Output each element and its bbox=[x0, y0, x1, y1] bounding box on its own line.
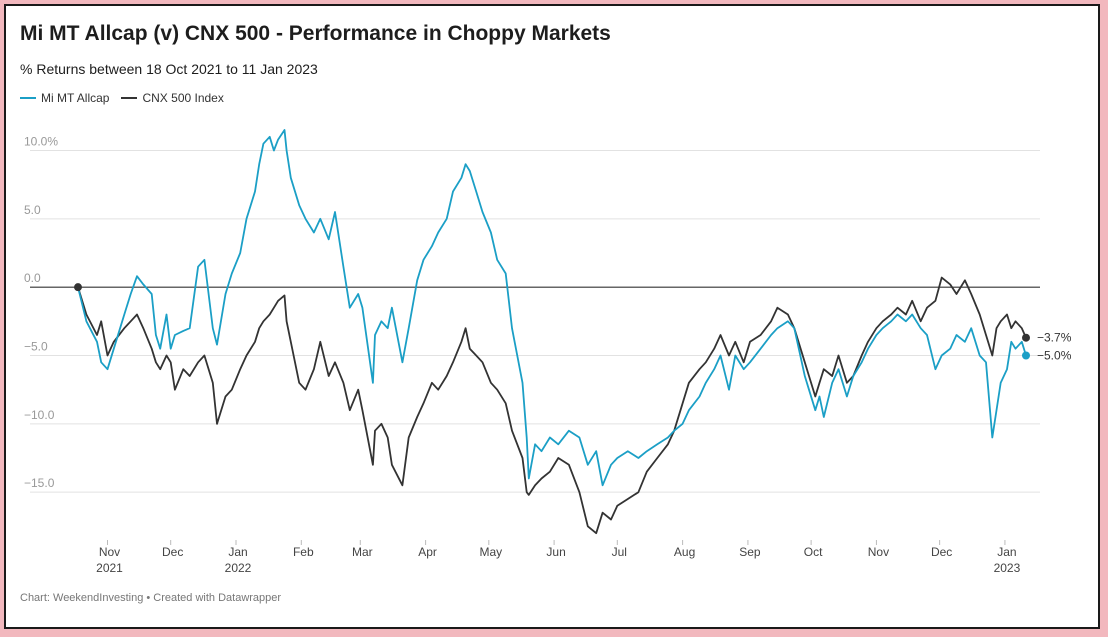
x-tick-label: Nov bbox=[99, 545, 120, 559]
x-tick-label: Oct bbox=[804, 545, 823, 559]
y-tick-label: 0.0 bbox=[24, 271, 41, 285]
x-tick-year-label: 2023 bbox=[994, 561, 1021, 575]
start-point bbox=[74, 283, 82, 292]
x-tick-label: Apr bbox=[418, 545, 437, 559]
x-tick-label: Mar bbox=[352, 545, 373, 559]
x-tick-label: Jan bbox=[228, 545, 247, 559]
x-tick-label: Sep bbox=[739, 545, 761, 559]
legend-swatch-allcap bbox=[20, 97, 36, 99]
legend-item-cnx500: CNX 500 Index bbox=[121, 91, 224, 105]
x-tick-label: May bbox=[479, 545, 502, 559]
end-label-allcap: −5.0% bbox=[1037, 349, 1072, 363]
chart-title: Mi MT Allcap (v) CNX 500 - Performance i… bbox=[20, 22, 611, 45]
y-tick-label: 10.0% bbox=[24, 135, 58, 149]
x-tick-label: Nov bbox=[868, 545, 889, 559]
x-tick-label: Jan bbox=[997, 545, 1016, 559]
y-tick-label: −5.0 bbox=[24, 340, 48, 354]
end-point-allcap bbox=[1022, 351, 1030, 360]
chart-subtitle: % Returns between 18 Oct 2021 to 11 Jan … bbox=[20, 61, 318, 77]
x-tick-label: Dec bbox=[931, 545, 952, 559]
legend-item-allcap: Mi MT Allcap bbox=[20, 91, 109, 105]
x-tick-label: Aug bbox=[674, 545, 695, 559]
legend-label-allcap: Mi MT Allcap bbox=[41, 91, 110, 105]
x-tick-year-label: 2022 bbox=[225, 561, 252, 575]
chart-frame bbox=[4, 4, 1100, 629]
series-line-allcap bbox=[77, 129, 1027, 487]
legend-swatch-cnx500 bbox=[121, 97, 138, 99]
x-tick-label: Dec bbox=[162, 545, 183, 559]
end-point-cnx500 bbox=[1022, 333, 1030, 342]
legend-label-cnx500: CNX 500 Index bbox=[142, 91, 224, 105]
end-label-cnx500: −3.7% bbox=[1037, 331, 1072, 345]
x-tick-label: Jun bbox=[546, 545, 565, 559]
chart-footer: Chart: WeekendInvesting • Created with D… bbox=[20, 592, 282, 604]
series-line-cnx500 bbox=[77, 276, 1027, 535]
y-tick-label: −10.0 bbox=[24, 408, 55, 422]
legend: Mi MT Allcap CNX 500 Index bbox=[20, 91, 224, 105]
y-tick-label: −15.0 bbox=[24, 476, 55, 490]
x-tick-year-label: 2021 bbox=[96, 561, 123, 575]
x-tick-label: Jul bbox=[612, 545, 627, 559]
x-tick-label: Feb bbox=[293, 545, 314, 559]
y-tick-label: 5.0 bbox=[24, 203, 41, 217]
